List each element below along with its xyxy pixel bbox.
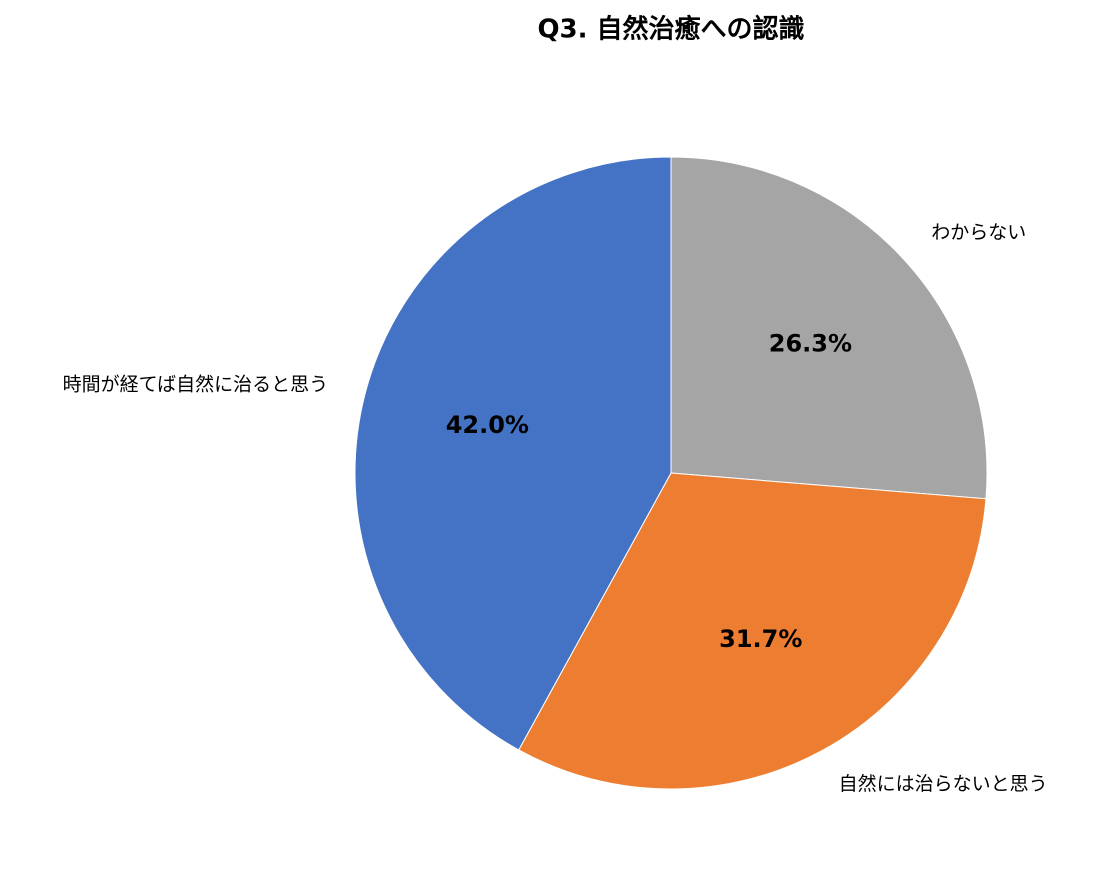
chart-title: Q3. 自然治癒への認識 — [537, 14, 804, 45]
pie-slice — [670, 156, 988, 500]
value-label: 26.3% — [769, 330, 852, 358]
category-label: 時間が経てば自然に治ると思う — [63, 373, 329, 395]
value-label: 42.0% — [446, 411, 529, 439]
pie-slice — [354, 156, 672, 751]
pie-slice — [518, 472, 987, 790]
category-label: 自然には治らないと思う — [839, 773, 1048, 795]
category-label: わからない — [931, 222, 1026, 244]
value-label: 31.7% — [719, 625, 802, 653]
